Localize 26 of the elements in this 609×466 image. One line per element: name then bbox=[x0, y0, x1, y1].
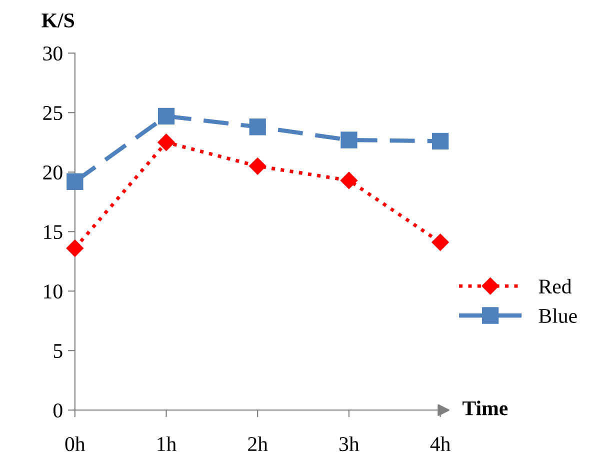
x-axis-title: Time bbox=[462, 400, 508, 416]
legend-label: Red bbox=[538, 278, 572, 294]
y-tick-label: 15 bbox=[44, 225, 62, 240]
point bbox=[66, 240, 84, 257]
point bbox=[340, 132, 358, 148]
x-tick-label: 1h bbox=[158, 436, 176, 451]
point bbox=[249, 118, 266, 136]
y-tick-label: 25 bbox=[43, 106, 62, 120]
x-tick-label: 2h bbox=[248, 436, 268, 451]
x-tick-label: 4h bbox=[430, 436, 450, 451]
point bbox=[66, 173, 84, 190]
point bbox=[432, 234, 449, 251]
point bbox=[249, 158, 266, 175]
point bbox=[158, 134, 175, 151]
y-axis-title: K/S bbox=[42, 13, 74, 28]
point bbox=[158, 108, 175, 125]
x-tick-label: 0h bbox=[65, 436, 86, 452]
y-tick-label: 10 bbox=[44, 284, 62, 299]
y-tick-label: 20 bbox=[43, 165, 62, 180]
legend-label: Blue bbox=[538, 308, 577, 323]
y-tick-label: 5 bbox=[54, 344, 62, 358]
y-tick-label: 30 bbox=[43, 46, 62, 61]
x-tick-label: 3h bbox=[340, 436, 360, 452]
point bbox=[340, 172, 358, 189]
point bbox=[432, 132, 449, 150]
y-tick-label: 0 bbox=[53, 403, 62, 418]
